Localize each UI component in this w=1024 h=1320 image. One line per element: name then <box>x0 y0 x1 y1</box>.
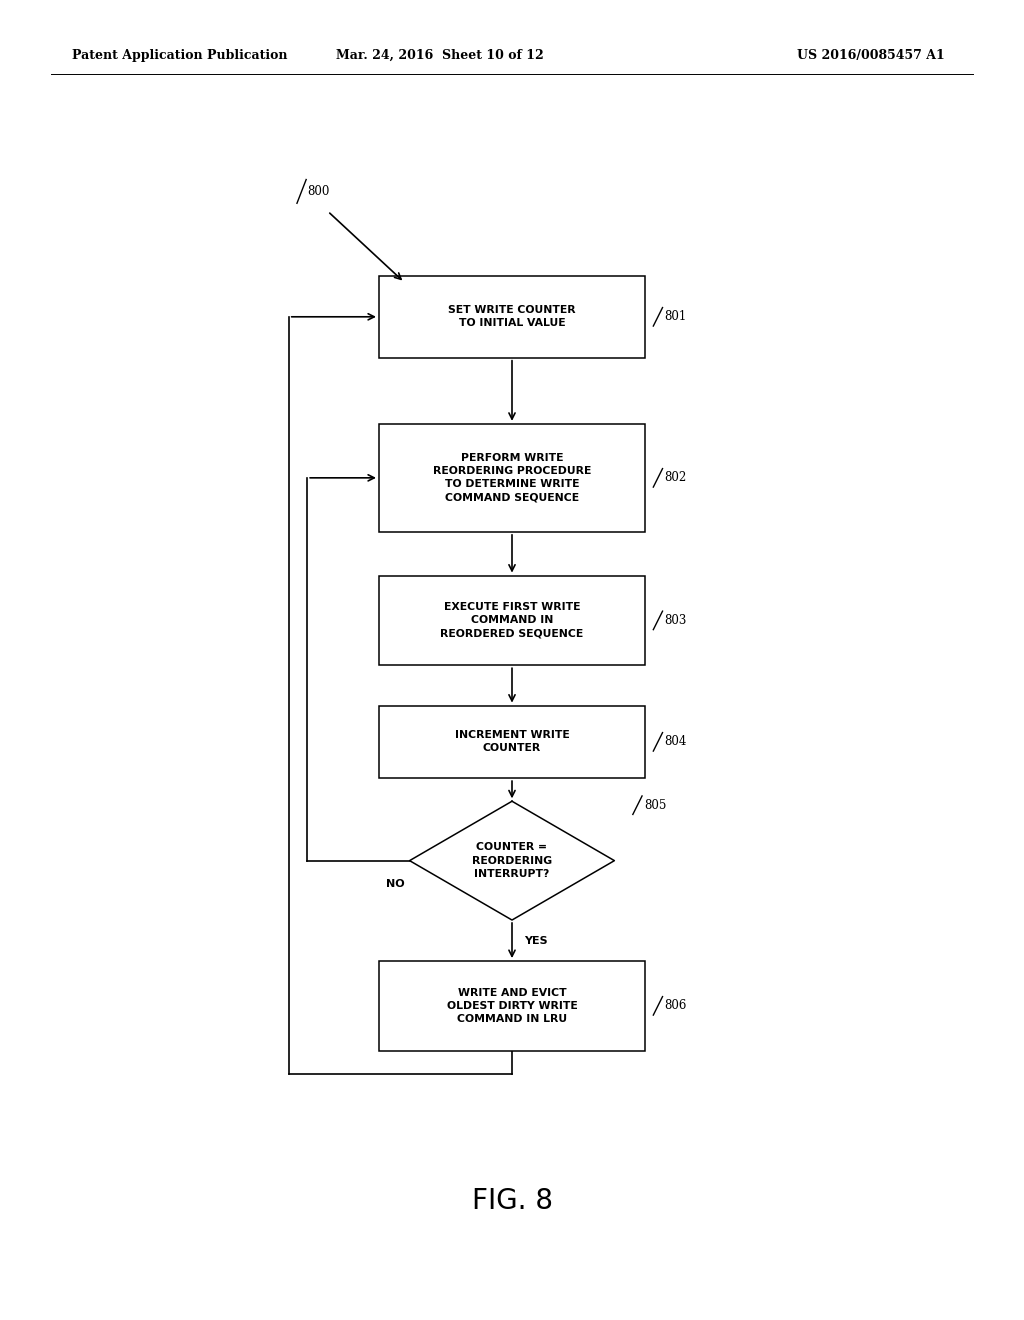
Text: EXECUTE FIRST WRITE
COMMAND IN
REORDERED SEQUENCE: EXECUTE FIRST WRITE COMMAND IN REORDERED… <box>440 602 584 639</box>
Text: 805: 805 <box>644 799 667 812</box>
Text: NO: NO <box>386 879 404 890</box>
Text: WRITE AND EVICT
OLDEST DIRTY WRITE
COMMAND IN LRU: WRITE AND EVICT OLDEST DIRTY WRITE COMMA… <box>446 987 578 1024</box>
FancyBboxPatch shape <box>379 276 645 358</box>
Text: 803: 803 <box>665 614 687 627</box>
Text: 802: 802 <box>665 471 687 484</box>
Text: YES: YES <box>524 936 548 945</box>
Polygon shape <box>410 801 614 920</box>
Text: 804: 804 <box>665 735 687 748</box>
FancyBboxPatch shape <box>379 961 645 1051</box>
FancyBboxPatch shape <box>379 424 645 532</box>
Text: COUNTER =
REORDERING
INTERRUPT?: COUNTER = REORDERING INTERRUPT? <box>472 842 552 879</box>
FancyBboxPatch shape <box>379 706 645 777</box>
Text: PERFORM WRITE
REORDERING PROCEDURE
TO DETERMINE WRITE
COMMAND SEQUENCE: PERFORM WRITE REORDERING PROCEDURE TO DE… <box>433 453 591 503</box>
Text: 800: 800 <box>307 185 330 198</box>
Text: Mar. 24, 2016  Sheet 10 of 12: Mar. 24, 2016 Sheet 10 of 12 <box>337 49 544 62</box>
Text: INCREMENT WRITE
COUNTER: INCREMENT WRITE COUNTER <box>455 730 569 754</box>
Text: 801: 801 <box>665 310 687 323</box>
Text: SET WRITE COUNTER
TO INITIAL VALUE: SET WRITE COUNTER TO INITIAL VALUE <box>449 305 575 329</box>
Text: FIG. 8: FIG. 8 <box>471 1187 553 1216</box>
Text: 806: 806 <box>665 999 687 1012</box>
Text: US 2016/0085457 A1: US 2016/0085457 A1 <box>797 49 944 62</box>
Text: Patent Application Publication: Patent Application Publication <box>72 49 287 62</box>
FancyBboxPatch shape <box>379 576 645 665</box>
